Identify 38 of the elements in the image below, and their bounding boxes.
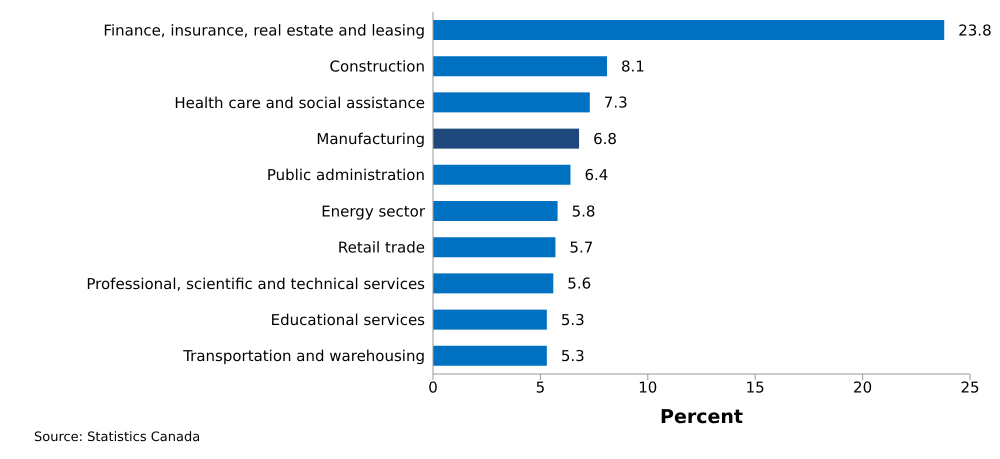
x-tick-label: 25 [960, 378, 980, 397]
bar [433, 128, 580, 149]
bar [433, 56, 607, 76]
y-tick-label: Finance, insurance, real estate and leasing [103, 21, 425, 40]
x-tick-label: 0 [428, 378, 438, 397]
y-tick-label: Construction [329, 58, 425, 76]
data-label: 6.4 [584, 166, 608, 184]
bar [433, 201, 558, 221]
y-tick-label: Transportation and warehousing [182, 347, 425, 366]
data-label: 8.1 [620, 58, 645, 76]
data-label: 5.7 [569, 238, 594, 257]
data-label: 5.6 [567, 274, 592, 293]
bar [433, 310, 547, 330]
data-label: 5.3 [560, 347, 585, 366]
y-tick-label: Educational services [270, 311, 426, 330]
x-tick-label: 15 [746, 378, 765, 397]
y-tick-label: Retail trade [338, 238, 425, 257]
bar [433, 164, 570, 185]
data-label: 7.3 [604, 94, 628, 112]
y-tick-label: Energy sector [321, 202, 426, 220]
y-tick-label: Manufacturing [316, 130, 425, 148]
y-tick-label: Public administration [266, 166, 425, 184]
x-tick-label: 20 [853, 378, 872, 397]
x-tick-label: 10 [638, 378, 658, 397]
y-tick-label: Health care and social assistance [174, 94, 425, 112]
bar [433, 20, 944, 40]
x-axis-title: Percent [659, 406, 744, 428]
source-note: Source: Statistics Canada [34, 430, 202, 445]
bar [433, 273, 554, 294]
data-label: 5.8 [572, 202, 596, 220]
bar [433, 92, 590, 112]
x-tick-label: 5 [536, 378, 546, 397]
data-label: 6.8 [593, 130, 617, 148]
bar [433, 237, 556, 258]
bar [433, 346, 547, 366]
data-label: 5.3 [560, 310, 585, 329]
data-label: 23.8 [958, 21, 992, 40]
y-tick-label: Professional, scientific and technical services [86, 274, 426, 293]
